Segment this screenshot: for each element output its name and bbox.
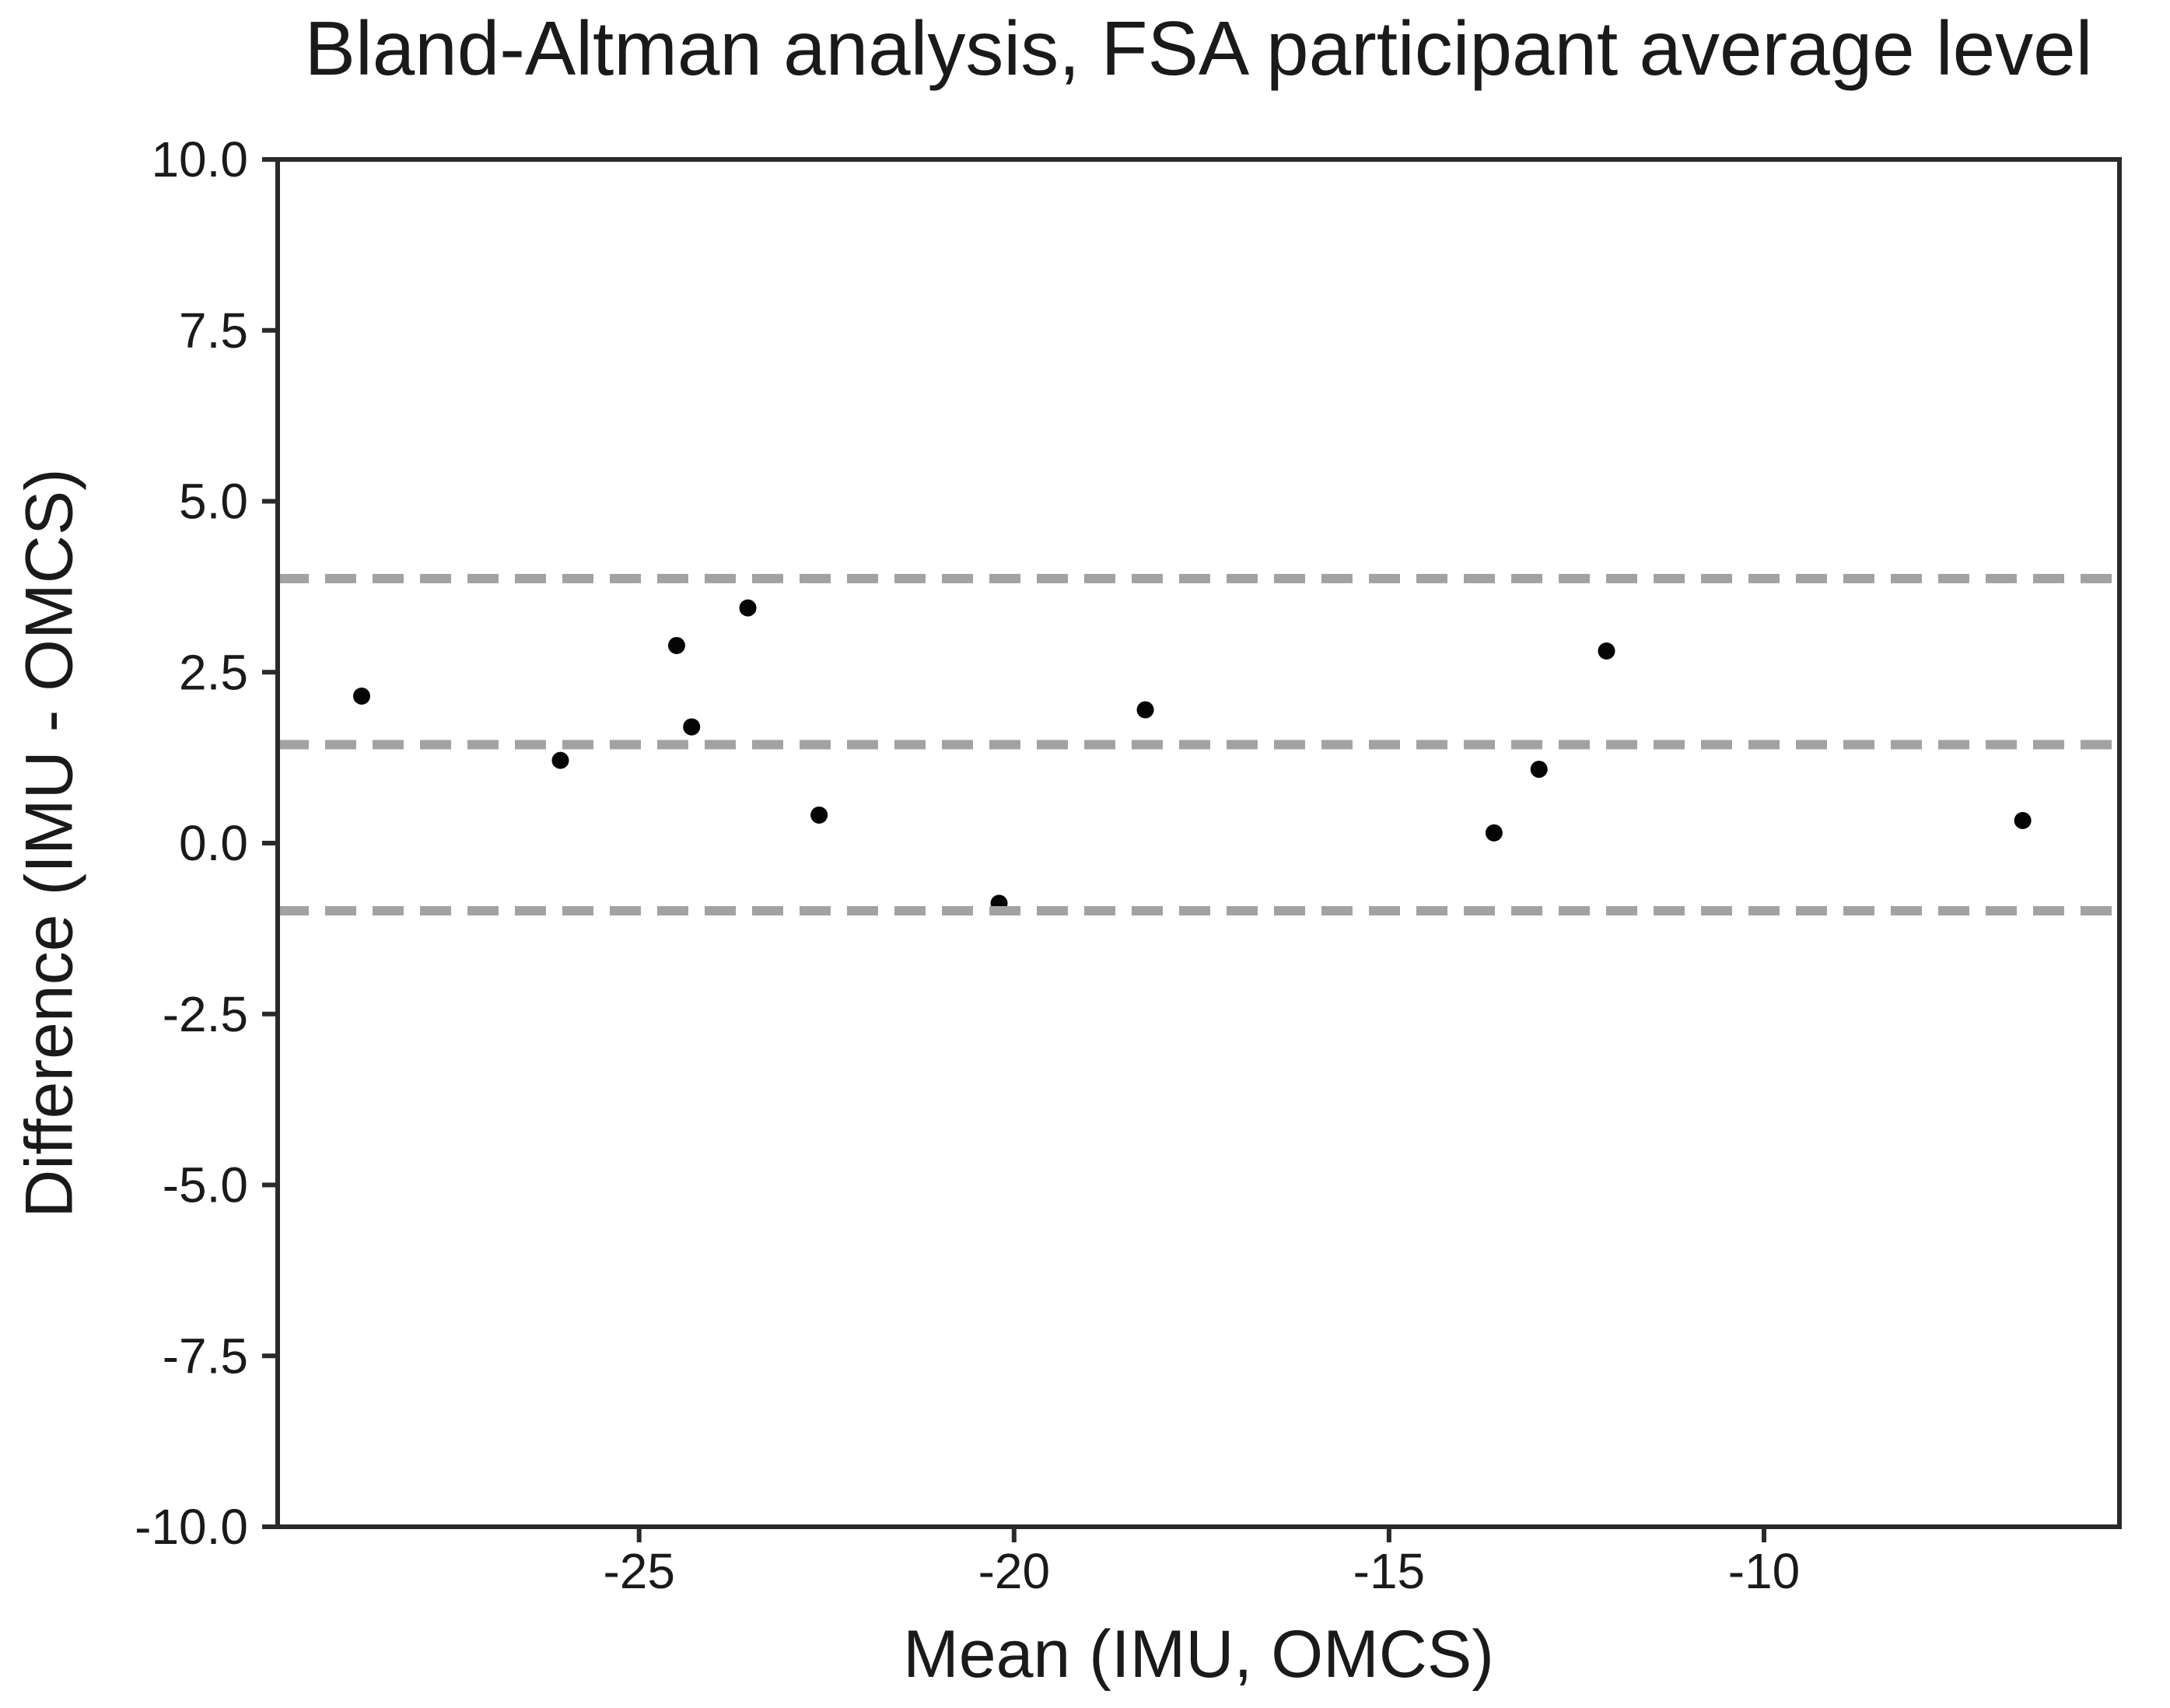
data-point — [551, 751, 569, 769]
y-tick-label: -7.5 — [163, 1328, 248, 1384]
data-point — [2014, 811, 2032, 829]
data-point — [352, 688, 370, 705]
data-point — [667, 636, 685, 654]
x-tick-label: -15 — [1353, 1543, 1426, 1599]
x-tick-label: -20 — [978, 1543, 1051, 1599]
data-point — [683, 718, 701, 736]
data-point — [810, 806, 828, 824]
y-tick-label: -10.0 — [135, 1499, 248, 1555]
y-tick-label: 10.0 — [151, 131, 248, 187]
chart-title: Bland-Altman analysis, FSA participant a… — [304, 5, 2093, 91]
y-tick-label: 0.0 — [179, 815, 248, 871]
y-tick-label: 2.5 — [179, 644, 248, 700]
data-point — [1485, 824, 1503, 842]
x-tick-label: -25 — [603, 1543, 675, 1599]
data-point — [1136, 701, 1154, 719]
y-tick-label: 7.5 — [179, 303, 248, 359]
x-tick-label: -10 — [1728, 1543, 1801, 1599]
y-tick-label: -2.5 — [163, 986, 248, 1042]
data-point — [1598, 642, 1615, 660]
y-tick-label: -5.0 — [163, 1157, 248, 1213]
x-axis-label: Mean (IMU, OMCS) — [903, 1617, 1494, 1692]
y-tick-label: 5.0 — [179, 474, 248, 530]
data-point — [1530, 761, 1548, 779]
plot-border — [275, 157, 2122, 1529]
data-point — [739, 599, 757, 617]
